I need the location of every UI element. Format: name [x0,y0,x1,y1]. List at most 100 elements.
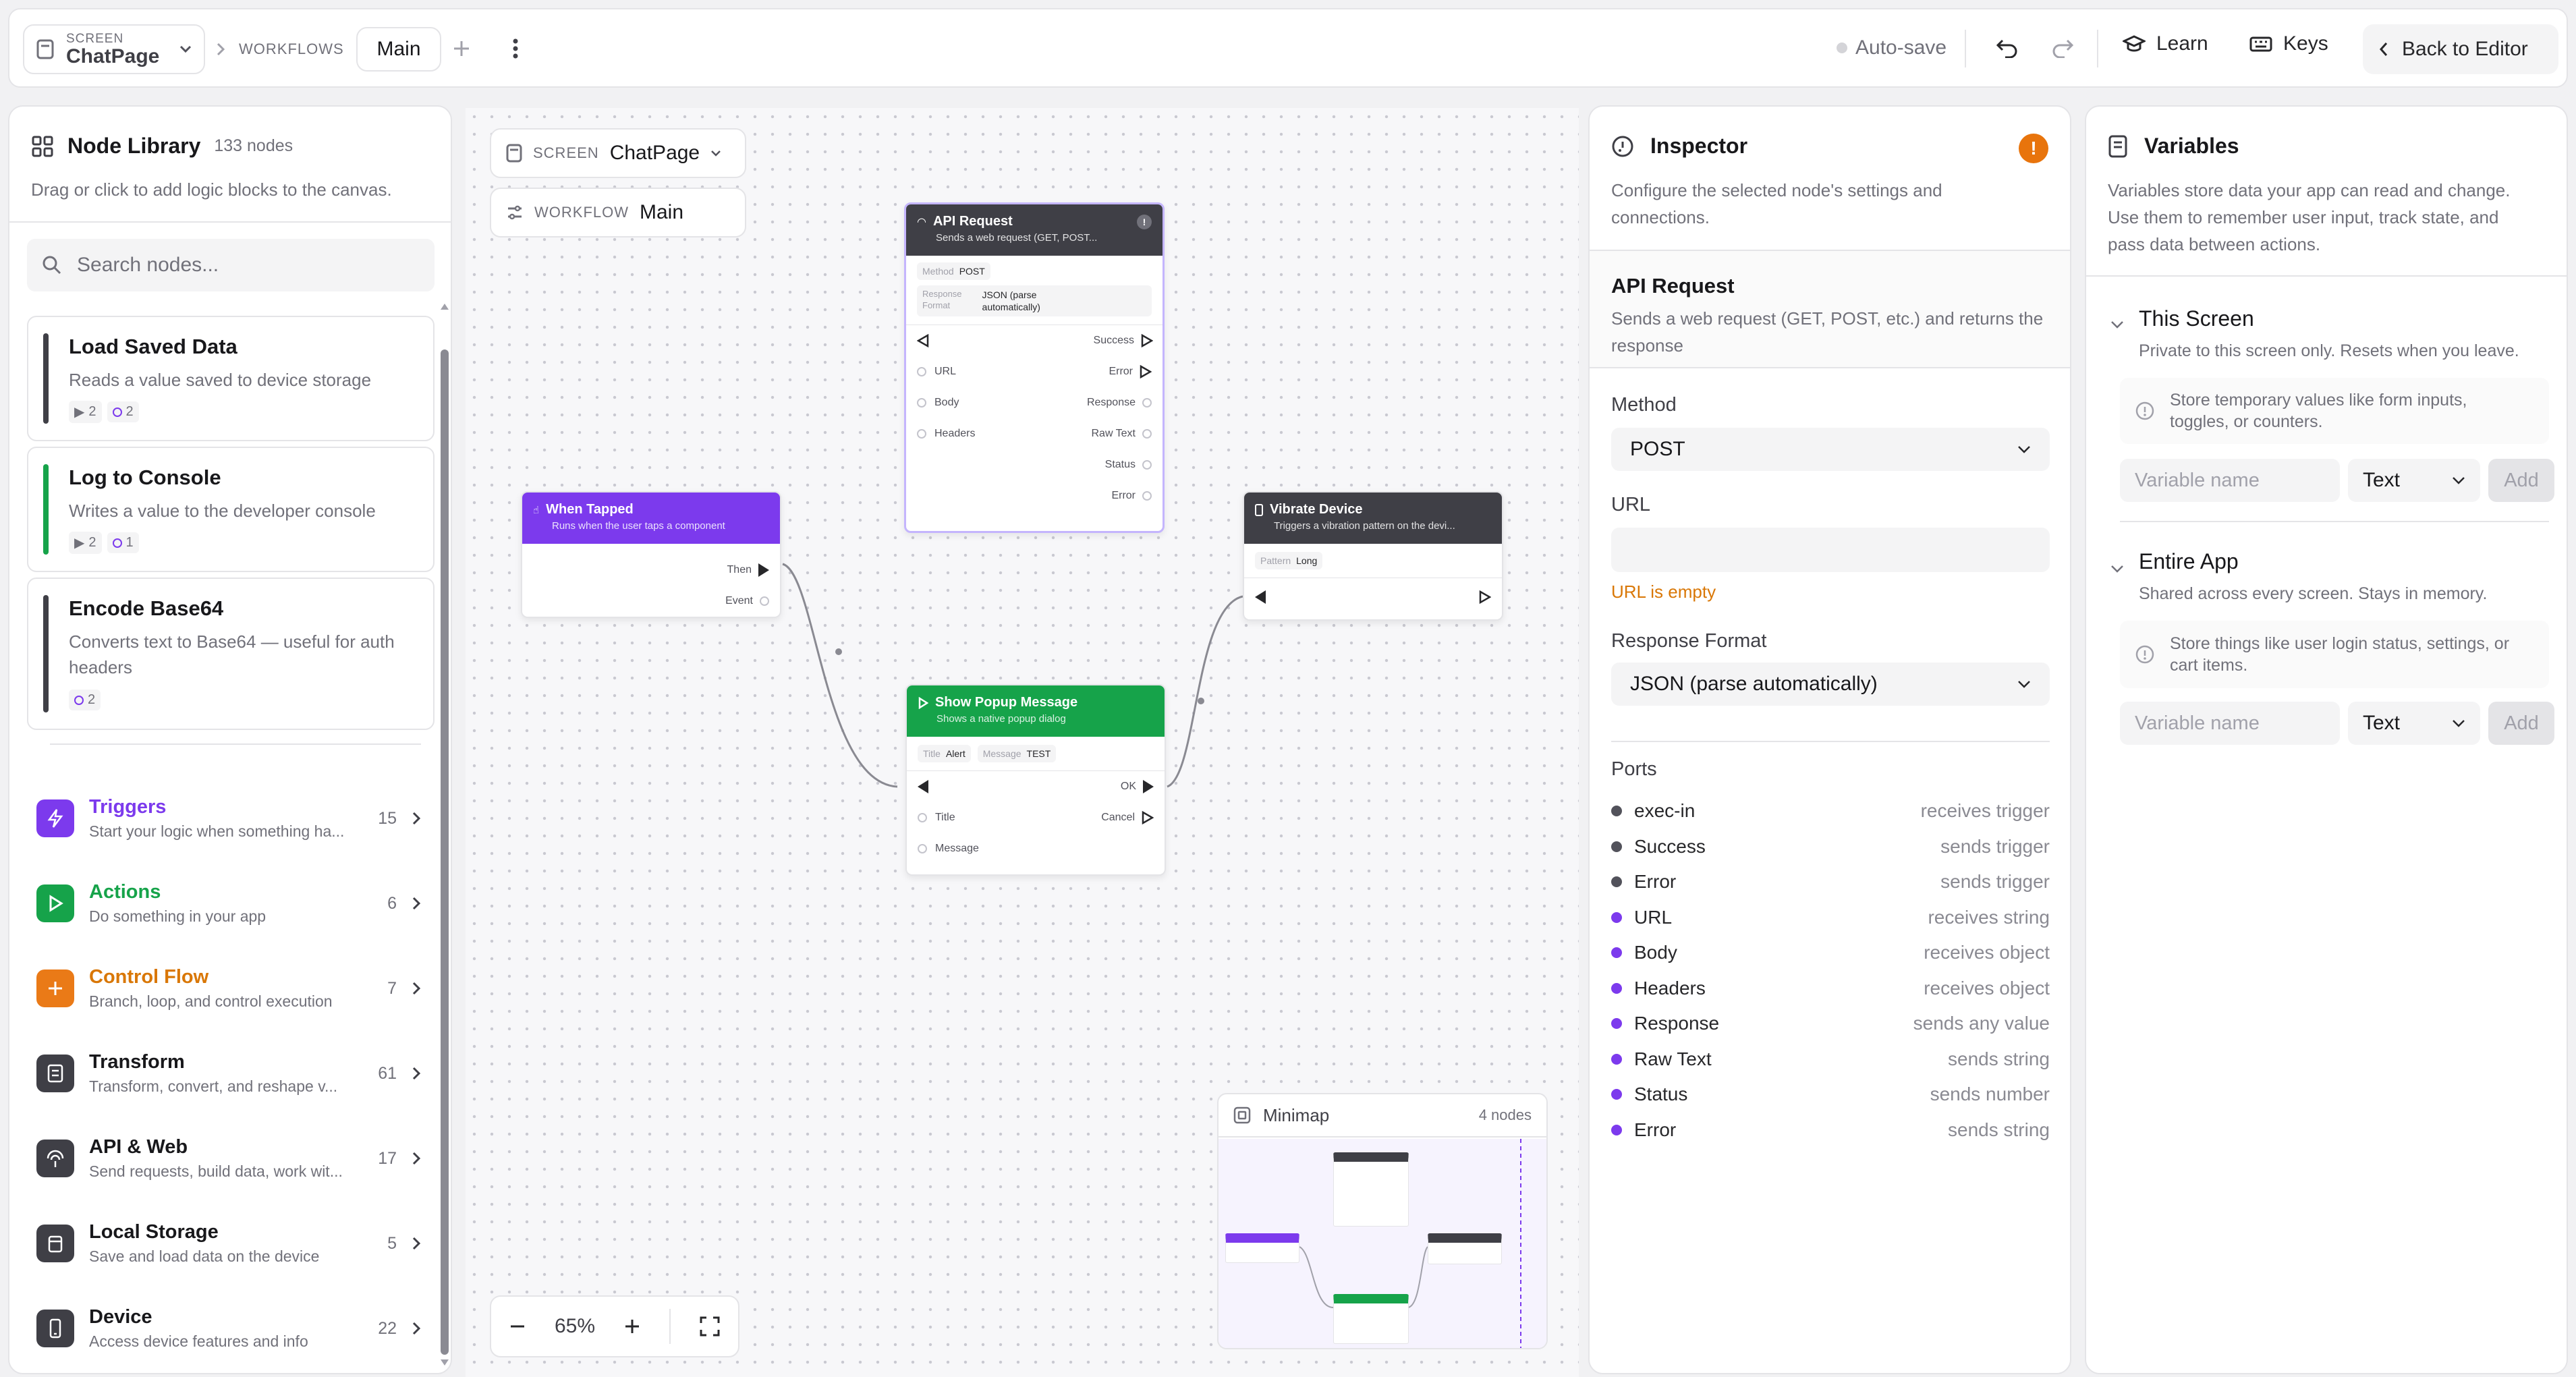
library-card-load-saved-data[interactable]: Load Saved Data Reads a value saved to d… [27,316,435,441]
add-tab-icon[interactable] [452,39,471,58]
node-search-input[interactable]: Search nodes... [27,239,435,291]
exec-out-port[interactable] [1479,590,1491,604]
variable-name-input[interactable]: Variable name [2120,702,2340,745]
zoom-in-icon[interactable] [623,1318,641,1335]
title-port[interactable] [918,813,927,822]
exec-in-port[interactable] [1255,590,1266,604]
response-format-select[interactable]: JSON (parse automatically) [1611,663,2050,706]
port-item: Error sends trigger [1611,864,2050,900]
category-api-web[interactable]: API & Web Send requests, build data, work… [36,1121,421,1196]
back-to-editor-button[interactable]: Back to Editor [2363,24,2558,74]
minimap[interactable]: Minimap 4 nodes [1217,1093,1548,1349]
category-actions[interactable]: Actions Do something in your app 6 [36,866,421,940]
body-port[interactable] [917,398,926,408]
url-input[interactable] [1611,528,2050,572]
add-variable-button[interactable]: Add [2488,702,2554,745]
minimap-node-tap [1225,1233,1299,1263]
node-title: Vibrate Device [1270,502,1363,517]
variables-title: Variables [2144,134,2239,158]
graduation-cap-icon [2123,34,2146,54]
library-count: 133 nodes [214,136,293,155]
input-badge: ▶ 2 [69,532,102,554]
error-string-port[interactable] [1142,491,1152,501]
inspector-title: Inspector [1650,134,1748,158]
add-variable-button[interactable]: Add [2488,459,2554,502]
node-vibrate-device[interactable]: Vibrate Device Triggers a vibration patt… [1243,491,1503,621]
info-icon [2135,644,2155,665]
exec-in-port[interactable] [918,780,928,793]
port-row: Title Cancel [907,802,1165,833]
output-badge: 1 [107,532,139,553]
success-port[interactable] [1141,334,1153,348]
card-description: Writes a value to the developer console [69,501,376,521]
variable-name-input[interactable]: Variable name [2120,459,2340,502]
zoom-out-icon[interactable] [509,1318,526,1335]
keys-label: Keys [2283,32,2328,55]
scrollbar-thumb[interactable] [441,349,449,1355]
port-name: Error [1634,871,1677,893]
status-port[interactable] [1142,460,1152,470]
node-when-tapped[interactable]: ☝ When Tapped Runs when the user taps a … [521,491,781,618]
chevron-right-icon [412,981,421,996]
raw-text-port[interactable] [1142,429,1152,439]
message-port[interactable] [918,844,927,853]
error-port[interactable] [1140,365,1152,379]
method-select[interactable]: POST [1611,428,2050,471]
category-transform[interactable]: Transform Transform, convert, and reshape… [36,1036,421,1111]
category-control-flow[interactable]: Control Flow Branch, loop, and control ex… [36,951,421,1025]
learn-button[interactable]: Learn [2123,32,2208,55]
category-name: Local Storage [89,1221,219,1243]
inspector-description: Configure the selected node's settings a… [1611,180,1942,227]
fit-screen-icon[interactable] [699,1316,721,1337]
canvas-workflow-pill[interactable]: WORKFLOW Main [490,188,746,237]
workflows-label: WORKFLOWS [239,40,344,57]
node-title: API Request [932,214,1013,229]
method-tag: Method POST [917,262,990,280]
category-local-storage[interactable]: Local Storage Save and load data on the d… [36,1206,421,1281]
library-title: Node Library [67,134,201,158]
ok-port[interactable] [1143,780,1154,793]
tab-main[interactable]: Main [356,27,441,72]
divider [2120,521,2549,522]
category-device[interactable]: Device Access device features and info 22 [36,1291,421,1366]
library-card-log-to-console[interactable]: Log to Console Writes a value to the dev… [27,447,435,572]
variable-type-select[interactable]: Text [2348,459,2480,502]
minimap-link [1407,1246,1428,1308]
undo-icon[interactable] [1996,38,2019,58]
response-port[interactable] [1142,398,1152,408]
workflow-canvas[interactable]: SCREEN ChatPage WORKFLOW Main ◠ API Requ… [466,108,1579,1377]
node-show-popup-message[interactable]: Show Popup Message Shows a native popup … [905,684,1166,876]
scroll-up-icon[interactable] [440,302,449,310]
node-api-request[interactable]: ◠ API Request ! Sends a web request (GET… [904,202,1165,533]
exec-in-port[interactable] [917,334,929,348]
port-dot [1611,982,1622,994]
warning-icon[interactable]: ! [2019,134,2048,163]
this-screen-title[interactable]: This Screen [2139,306,2254,331]
redo-icon[interactable] [2051,38,2074,58]
canvas-screen-pill[interactable]: SCREEN ChatPage [490,128,746,178]
more-options-icon[interactable] [511,38,520,59]
port-name: Raw Text [1634,1048,1712,1069]
category-count: 15 [378,808,397,828]
port-type: receives object [1924,977,2050,999]
collapse-chevron-icon[interactable] [2110,320,2124,329]
chevron-right-icon [412,896,421,911]
entire-app-title[interactable]: Entire App [2139,549,2239,573]
port-item: Status sends number [1611,1077,2050,1113]
connection-tap-to-popup [782,563,898,788]
event-port[interactable] [760,596,769,606]
screen-icon [36,39,54,59]
then-port[interactable] [758,563,769,577]
cancel-port[interactable] [1142,811,1154,824]
storage-icon [36,1225,74,1262]
collapse-chevron-icon[interactable] [2110,564,2124,573]
headers-port[interactable] [917,429,926,439]
scroll-down-icon[interactable] [440,1359,449,1367]
card-color-bar [43,595,49,712]
library-card-encode-base64[interactable]: Encode Base64 Converts text to Base64 — … [27,578,435,730]
category-triggers[interactable]: Triggers Start your logic when something … [36,781,421,855]
variable-type-select[interactable]: Text [2348,702,2480,745]
url-port[interactable] [917,367,926,377]
keys-button[interactable]: Keys [2249,32,2328,55]
screen-selector[interactable]: SCREEN ChatPage [23,24,205,74]
